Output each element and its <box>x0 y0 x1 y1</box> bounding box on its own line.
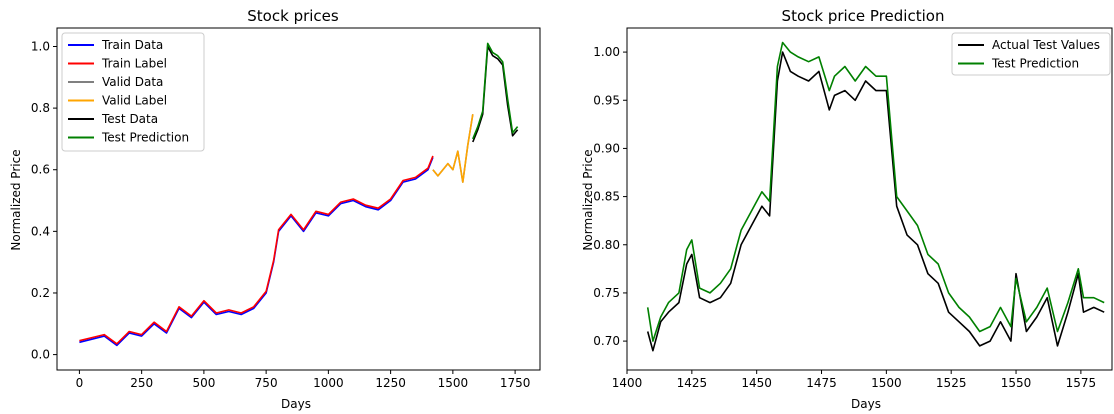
y-tick-label: 1.0 <box>31 39 50 53</box>
y-tick-label: 0.0 <box>31 348 50 362</box>
series-line-valid-label <box>432 114 474 183</box>
y-tick-label: 0.2 <box>31 286 50 300</box>
legend-label: Test Prediction <box>101 131 189 145</box>
x-tick-label: 1450 <box>741 376 772 390</box>
stock-prices-chart: Stock prices Days Normalized Price 0 250 5… <box>9 7 541 411</box>
x-tick-label: 1425 <box>677 376 708 390</box>
x-tick-label: 1475 <box>806 376 837 390</box>
y-tick-label: 0.8 <box>31 101 50 115</box>
y-tick-label: 0.95 <box>593 93 620 107</box>
y-tick-label: 0.70 <box>593 334 620 348</box>
legend: Actual Test Values Test Prediction <box>951 32 1111 76</box>
legend: Train Data Train Label Valid Data Valid Lab… <box>61 32 205 152</box>
x-tick-label: 1750 <box>500 376 531 390</box>
y-tick-label: 0.85 <box>593 190 620 204</box>
x-tick-label: 1250 <box>375 376 406 390</box>
legend-box <box>951 32 1111 76</box>
y-axis-label: Normalized Price <box>581 149 595 250</box>
x-tick-label: 1525 <box>936 376 967 390</box>
chart-title: Stock price Prediction <box>782 7 945 25</box>
y-tick-label: 0.6 <box>31 163 50 177</box>
x-tick-label: 1500 <box>438 376 469 390</box>
y-tick-label: 0.4 <box>31 224 50 238</box>
legend-box <box>61 32 205 152</box>
x-tick-label: 1000 <box>313 376 344 390</box>
y-tick-label: 0.80 <box>593 238 620 252</box>
x-axis-label: Days <box>281 397 311 411</box>
chart-title: Stock prices <box>247 7 339 25</box>
x-tick-label: 1550 <box>1001 376 1032 390</box>
y-tick-label: 1.00 <box>593 45 620 59</box>
legend-label: Valid Label <box>102 94 167 108</box>
y-tick-label: 0.75 <box>593 286 620 300</box>
plot-frame <box>626 27 1113 371</box>
x-tick-label: 750 <box>255 376 278 390</box>
x-tick-label: 1400 <box>612 376 643 390</box>
series-line-test-prediction <box>646 41 1105 342</box>
x-tick-label: 0 <box>76 376 84 390</box>
y-axis-label: Normalized Price <box>9 149 23 250</box>
series-line-train-data <box>79 157 434 347</box>
series-line-train-label <box>79 155 434 345</box>
series-line-test-data <box>472 45 519 143</box>
legend-label: Test Data <box>101 112 158 126</box>
legend-label: Actual Test Values <box>992 38 1100 52</box>
series-line-actual-test-values <box>646 51 1105 352</box>
x-tick-label: 1575 <box>1066 376 1097 390</box>
legend-label: Train Label <box>101 57 167 71</box>
series-line-test-prediction <box>472 42 519 140</box>
plot-frame <box>56 27 541 371</box>
x-tick-label: 500 <box>192 376 215 390</box>
legend-label: Test Prediction <box>991 57 1079 71</box>
legend-label: Train Data <box>101 38 163 52</box>
legend-label: Valid Data <box>102 75 163 89</box>
x-tick-label: 250 <box>130 376 153 390</box>
x-tick-label: 1500 <box>871 376 902 390</box>
stock-price-prediction-chart: Stock price Prediction Days Normalized P… <box>581 7 1113 411</box>
y-tick-label: 0.90 <box>593 141 620 155</box>
x-axis-label: Days <box>851 397 881 411</box>
